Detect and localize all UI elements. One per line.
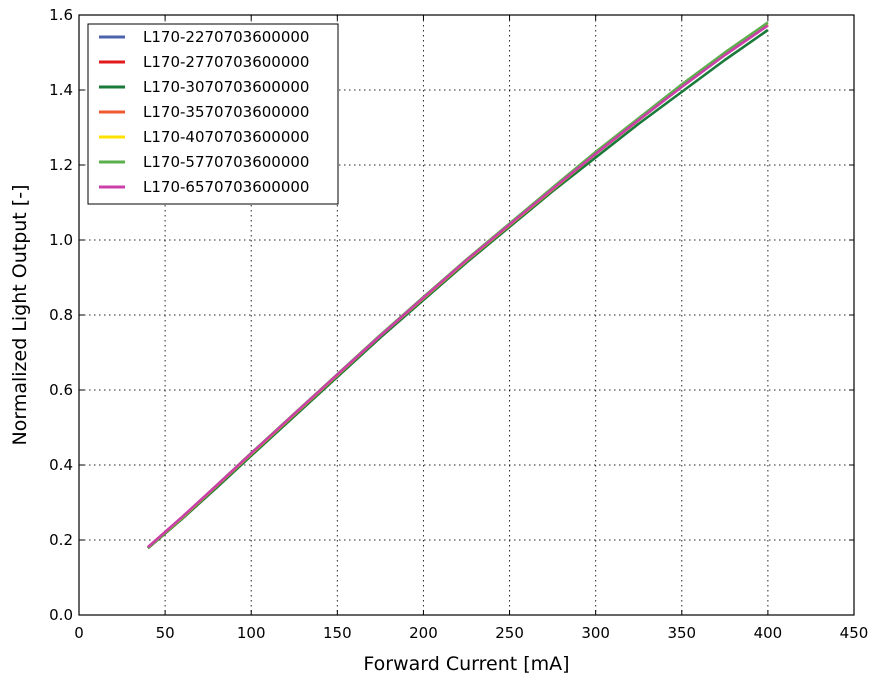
legend: L170-2270703600000 L170-2770703600000 L170… (87, 23, 339, 205)
y-tick-label: 0.8 (49, 306, 73, 324)
x-tick-label: 400 (754, 624, 783, 642)
y-tick-label: 1.4 (49, 81, 73, 99)
legend-label: L170-4070703600000 (143, 128, 309, 146)
y-tick-label: 0.4 (49, 456, 73, 474)
legend-label: L170-2270703600000 (143, 28, 309, 46)
legend-label: L170-6570703600000 (143, 178, 309, 196)
axis-ticks: 0 50 100 150 200 250 300 350 400 450 0.0 0.2 0.4 0.6 0… (49, 6, 868, 642)
legend-box (87, 23, 339, 205)
x-tick-label: 100 (237, 624, 266, 642)
x-tick-label: 50 (156, 624, 175, 642)
x-tick-label: 350 (667, 624, 696, 642)
series-lines (147, 21, 769, 550)
x-tick-label: 250 (495, 624, 524, 642)
x-tick-label: 450 (840, 624, 869, 642)
y-tick-label: 1.2 (49, 156, 73, 174)
series-line-7 (147, 24, 769, 549)
legend-label: L170-3570703600000 (143, 103, 309, 121)
series-line-3 (147, 28, 769, 550)
legend-label: L170-3070703600000 (143, 78, 309, 96)
x-tick-label: 200 (409, 624, 438, 642)
x-tick-label: 0 (74, 624, 84, 642)
y-tick-label: 1.6 (49, 6, 73, 24)
y-axis-title: Normalized Light Output [-] (9, 185, 31, 446)
legend-label: L170-5770703600000 (143, 153, 309, 171)
y-tick-label: 0.2 (49, 531, 73, 549)
y-tick-label: 1.0 (49, 231, 73, 249)
y-tick-label: 0.6 (49, 381, 73, 399)
legend-label: L170-2770703600000 (143, 53, 309, 71)
y-tick-label: 0.0 (49, 606, 73, 624)
x-axis-title: Forward Current [mA] (363, 653, 569, 675)
x-tick-label: 150 (323, 624, 352, 642)
x-tick-label: 300 (581, 624, 610, 642)
